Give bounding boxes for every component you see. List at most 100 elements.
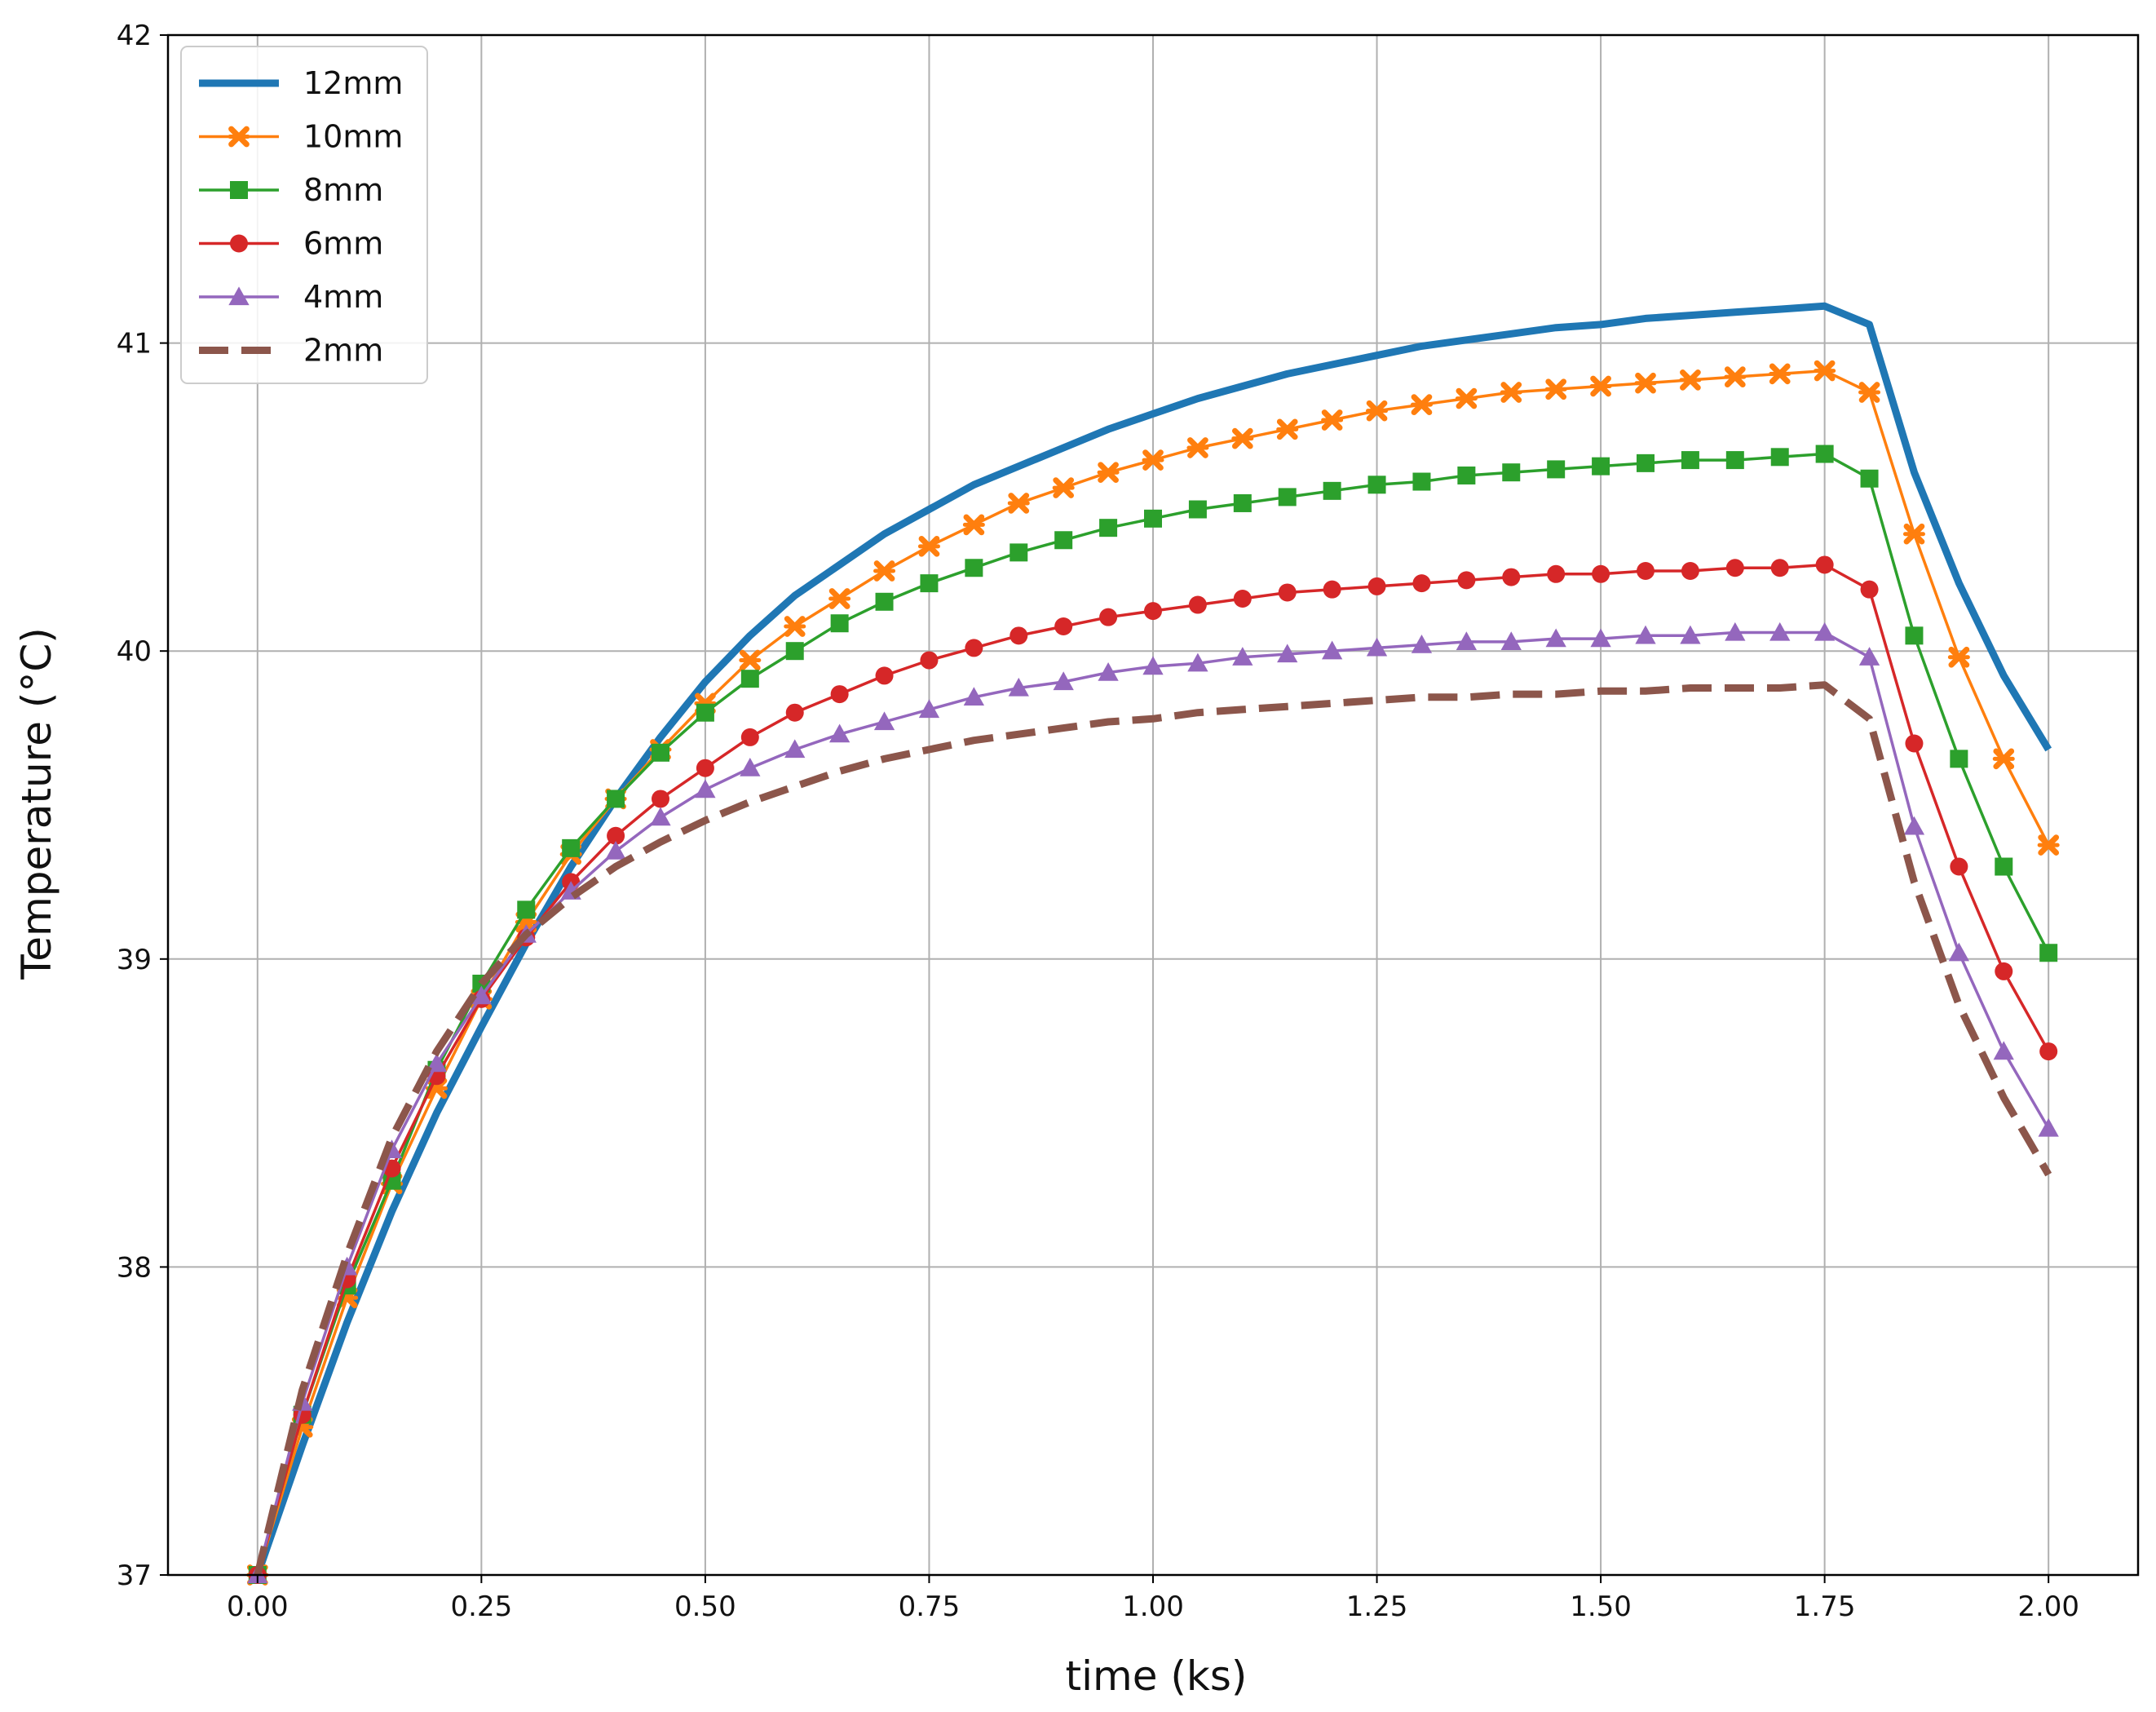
data-point-marker	[1321, 409, 1344, 431]
x-axis-title: time (ks)	[1066, 1652, 1248, 1700]
data-point-marker	[1858, 382, 1881, 403]
data-point-marker	[1589, 375, 1612, 397]
data-point-marker	[228, 286, 250, 306]
data-point-marker	[1099, 519, 1118, 537]
x-tick-label: 0.50	[674, 1590, 736, 1623]
legend: 12mm 10mm 8mm 6mm 4mm 2mm	[180, 46, 428, 384]
data-point-marker	[1724, 366, 1747, 387]
data-point-marker	[1457, 571, 1476, 590]
data-point-marker	[1144, 602, 1162, 621]
data-point-marker	[1993, 1041, 2014, 1060]
legend-entry-6mm: 6mm	[199, 226, 383, 262]
data-point-marker	[1010, 626, 1028, 645]
data-point-marker	[228, 126, 250, 148]
legend-label: 8mm	[303, 172, 383, 208]
data-point-marker	[696, 703, 714, 722]
data-point-marker	[1544, 378, 1567, 400]
data-point-marker	[1412, 472, 1431, 491]
data-point-marker	[1680, 625, 1701, 644]
series-line-2mm	[254, 681, 2052, 1577]
data-point-marker	[1142, 656, 1164, 675]
data-point-marker	[652, 743, 669, 762]
data-point-marker	[873, 711, 895, 731]
data-point-marker	[2039, 1042, 2058, 1061]
data-point-marker	[471, 985, 493, 1005]
data-point-marker	[1858, 647, 1880, 666]
legend-entry-10mm: 10mm	[199, 119, 403, 155]
y-tick-label: 42	[117, 20, 152, 52]
data-point-marker	[1232, 647, 1253, 666]
x-tick-label: 1.25	[1346, 1590, 1408, 1623]
data-point-marker	[1188, 500, 1207, 519]
data-point-marker	[1769, 622, 1791, 641]
data-point-marker	[740, 670, 759, 688]
x-tick-label: 0.00	[227, 1590, 289, 1623]
data-point-marker	[1410, 394, 1433, 415]
data-point-marker	[426, 1053, 448, 1073]
legend-label: 4mm	[303, 279, 383, 315]
data-point-marker	[605, 840, 626, 860]
data-point-marker	[696, 759, 714, 777]
data-point-marker	[830, 685, 849, 704]
legend-entry-4mm: 4mm	[199, 279, 383, 315]
data-point-marker	[695, 779, 716, 798]
data-point-marker	[740, 728, 759, 746]
data-point-marker	[830, 614, 849, 633]
data-point-marker	[873, 560, 896, 582]
data-point-marker	[1634, 372, 1657, 394]
data-point-marker	[1456, 631, 1478, 650]
data-point-marker	[1367, 577, 1386, 595]
data-point-marker	[965, 639, 983, 657]
data-point-marker	[918, 699, 940, 719]
data-point-marker	[1725, 451, 1744, 470]
data-point-marker	[230, 181, 248, 199]
legend-label: 12mm	[303, 65, 403, 101]
data-point-marker	[828, 723, 850, 743]
data-point-marker	[1995, 857, 2013, 876]
data-point-marker	[875, 666, 894, 685]
series-line-12mm	[254, 302, 2052, 1577]
data-point-marker	[2037, 834, 2060, 856]
data-point-marker	[739, 649, 762, 671]
legend-entry-2mm: 2mm	[199, 333, 383, 369]
data-point-marker	[1814, 622, 1836, 641]
y-tick-label: 40	[117, 635, 152, 668]
data-point-marker	[1502, 463, 1521, 482]
x-tick-label: 1.50	[1570, 1590, 1632, 1623]
data-point-marker	[1144, 509, 1162, 528]
legend-label: 10mm	[303, 119, 403, 155]
data-point-marker	[650, 807, 671, 826]
legend-entry-8mm: 8mm	[199, 172, 383, 208]
data-point-marker	[1500, 631, 1522, 650]
data-point-marker	[230, 234, 248, 253]
data-point-marker	[1323, 580, 1341, 599]
data-point-marker	[1635, 625, 1656, 644]
data-point-marker	[1950, 857, 1968, 876]
data-point-marker	[1500, 382, 1522, 403]
x-tick-label: 2.00	[2017, 1590, 2079, 1623]
data-point-marker	[1725, 622, 1746, 641]
data-point-marker	[607, 790, 625, 808]
data-point-marker	[740, 758, 761, 776]
data-point-marker	[1278, 583, 1297, 602]
data-point-marker	[562, 838, 581, 857]
data-point-marker	[517, 900, 536, 919]
x-tick-label: 0.25	[451, 1590, 513, 1623]
data-point-marker	[1053, 671, 1074, 691]
data-point-marker	[920, 574, 939, 593]
series-2mm	[254, 681, 2052, 1577]
data-point-marker	[1187, 653, 1208, 672]
legend-entry-12mm: 12mm	[199, 65, 403, 101]
x-tick-label: 1.00	[1122, 1590, 1184, 1623]
data-point-marker	[784, 739, 806, 759]
data-point-marker	[1995, 962, 2013, 980]
series-group	[246, 302, 2060, 1586]
data-point-marker	[1008, 677, 1029, 697]
data-point-marker	[2038, 1117, 2059, 1137]
y-axis-title: Temperature (°C)	[13, 627, 60, 980]
data-point-marker	[1054, 617, 1073, 635]
data-point-marker	[920, 651, 939, 670]
data-point-marker	[1681, 451, 1699, 470]
data-point-marker	[1097, 462, 1120, 484]
